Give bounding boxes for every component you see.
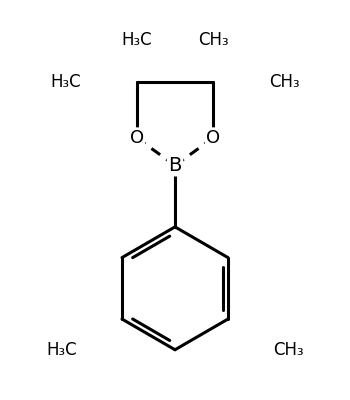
Text: H₃C: H₃C [121,31,152,49]
Text: O: O [130,129,144,147]
Text: H₃C: H₃C [46,341,77,359]
Text: CH₃: CH₃ [198,31,229,49]
Text: O: O [206,129,220,147]
Text: H₃C: H₃C [51,74,81,92]
Text: CH₃: CH₃ [273,341,304,359]
Text: CH₃: CH₃ [269,74,299,92]
Text: B: B [168,156,182,175]
